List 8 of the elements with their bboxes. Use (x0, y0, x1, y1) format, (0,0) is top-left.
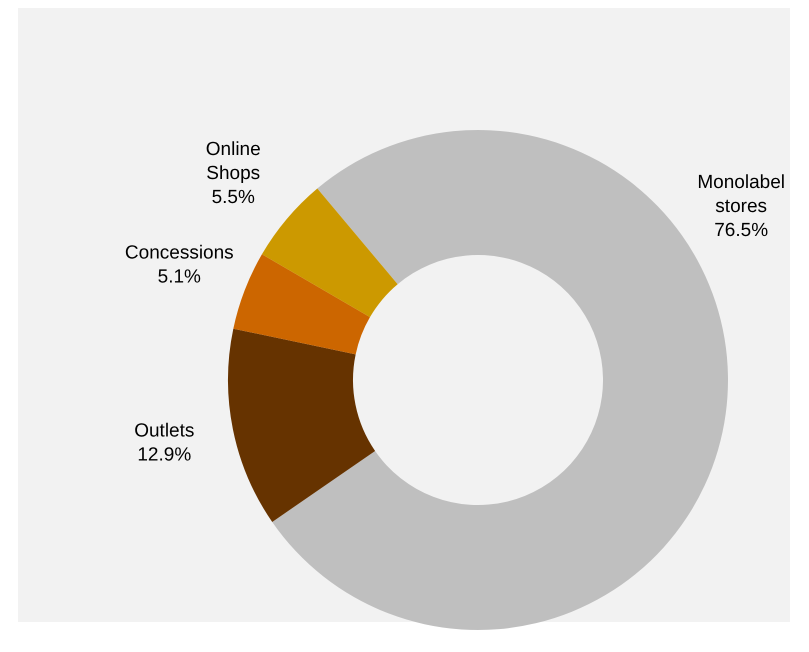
data-label: 12.9% (137, 444, 192, 466)
data-label: 5.1% (158, 266, 202, 288)
slice-label: Monolabel stores (697, 172, 785, 218)
slice-label: Outlets (134, 420, 194, 442)
slice-label: Online Shops (206, 139, 261, 184)
slice-label: Concessions (124, 242, 234, 264)
data-label: 5.5% (212, 187, 255, 208)
data-label: 76.5% (714, 220, 768, 242)
